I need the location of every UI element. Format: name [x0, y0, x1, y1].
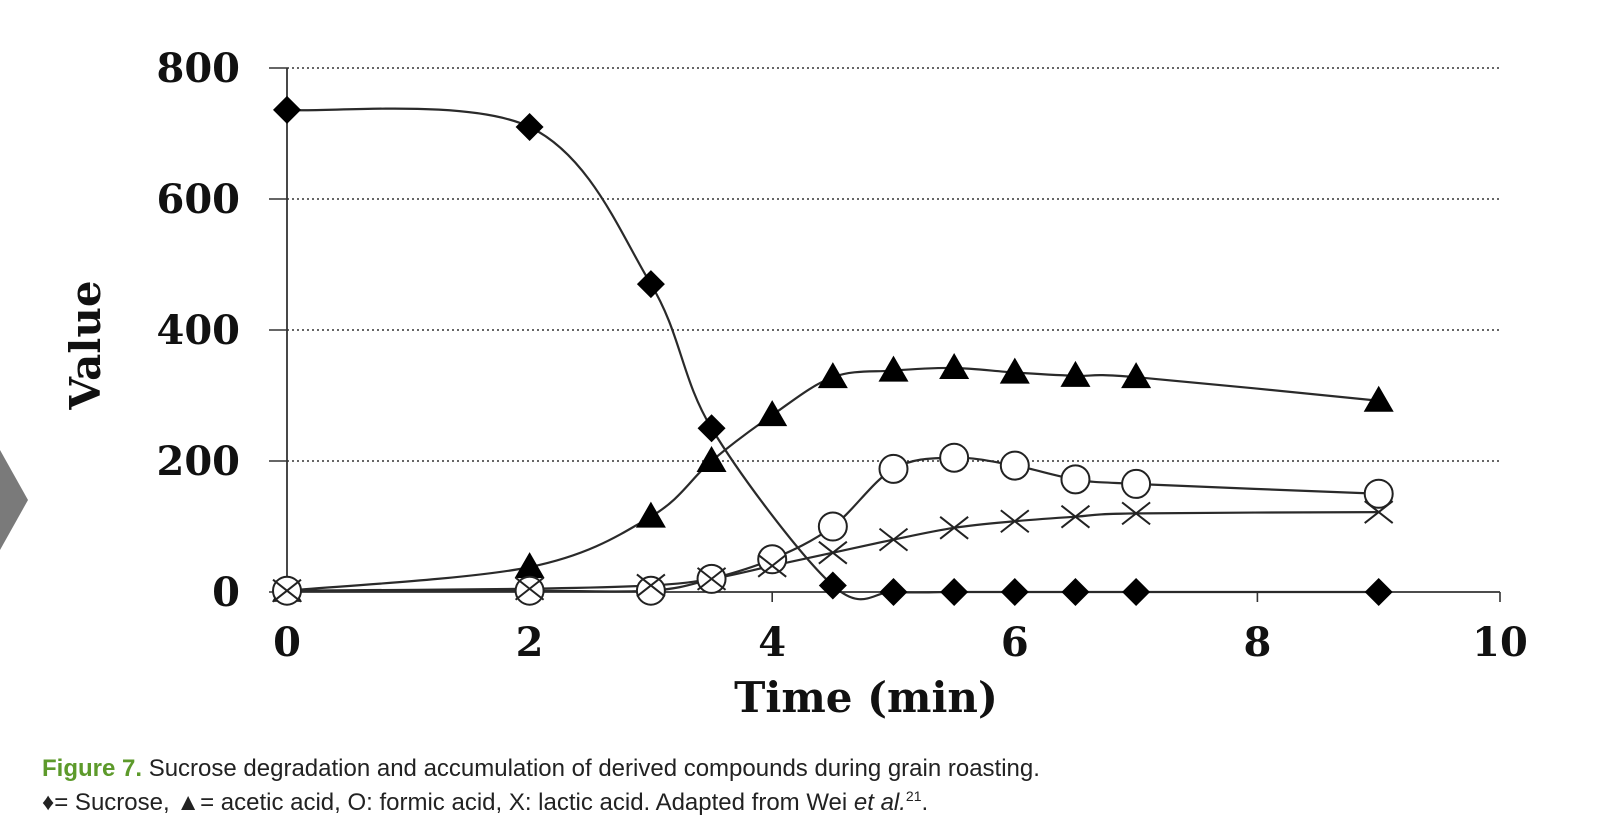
marker-formic — [757, 544, 788, 575]
marker-lactic — [636, 573, 666, 598]
series-line-acetic — [286, 366, 1379, 592]
marker-formic — [1363, 478, 1394, 509]
marker-lactic — [272, 578, 302, 603]
x-tick-label: 4 — [758, 619, 786, 666]
marker-formic — [1121, 468, 1152, 499]
marker-formic — [939, 442, 970, 473]
caption-end: . — [921, 789, 929, 816]
marker-sucrose — [1061, 578, 1090, 606]
marker-sucrose — [273, 95, 301, 124]
series-line-sucrose — [286, 107, 1379, 601]
figure-label: Figure 7. — [42, 755, 143, 782]
marker-lactic — [939, 516, 969, 540]
marker-sucrose — [1000, 578, 1029, 606]
marker-lactic — [696, 567, 727, 591]
marker-formic — [635, 575, 666, 606]
marker-acetic — [939, 352, 970, 379]
figure-caption: Figure 7. Sucrose degradation and accumu… — [42, 752, 1582, 820]
marker-formic — [878, 453, 909, 484]
caption-legend-text: ♦= Sucrose, ▲= acetic acid, O: formic ac… — [42, 789, 854, 816]
series-layer — [272, 95, 1394, 606]
x-tick-label: 8 — [1243, 619, 1271, 666]
marker-lactic — [1121, 501, 1151, 526]
marker-lactic — [514, 576, 545, 601]
marker-formic — [1060, 464, 1091, 495]
marker-acetic — [1121, 362, 1152, 389]
marker-acetic — [696, 446, 727, 472]
y-tick-label: 800 — [157, 45, 241, 92]
y-axis-label: Value — [61, 280, 110, 410]
marker-formic — [817, 511, 848, 542]
caption-reference: 21 — [905, 788, 922, 804]
marker-sucrose — [1364, 578, 1393, 606]
marker-sucrose — [1122, 578, 1151, 606]
y-tick-label: 200 — [157, 438, 241, 485]
line-chart: 0 200 400 600 800 0 2 4 6 8 10 Time (min) Value — [61, 45, 1528, 722]
marker-acetic — [514, 552, 545, 579]
caption-text: Sucrose degradation and accumulation of … — [142, 755, 1040, 782]
marker-acetic — [635, 501, 666, 528]
marker-lactic — [1060, 504, 1091, 529]
grid-lines — [287, 67, 1500, 462]
chart-svg: 0 200 400 600 800 0 2 4 6 8 10 Time (min) Value — [61, 45, 1528, 722]
y-tick-label: 400 — [157, 307, 241, 354]
marker-sucrose — [636, 270, 665, 299]
x-tick-label: 0 — [273, 619, 301, 666]
marker-lactic — [878, 527, 909, 552]
x-tick-label: 2 — [516, 619, 544, 666]
marker-acetic — [817, 362, 848, 389]
marker-sucrose — [515, 112, 544, 141]
marker-lactic — [757, 554, 787, 578]
marker-acetic — [757, 400, 788, 427]
caption-line-2: ♦= Sucrose, ▲= acetic acid, O: formic ac… — [42, 786, 1582, 820]
x-tick-label: 10 — [1472, 619, 1528, 666]
x-axis-label: Time (min) — [734, 673, 998, 722]
marker-sucrose — [697, 414, 726, 443]
marker-lactic — [1364, 500, 1394, 524]
marker-acetic — [1363, 385, 1394, 412]
marker-acetic — [1060, 360, 1091, 387]
marker-acetic — [999, 357, 1030, 384]
y-tick-label: 600 — [157, 176, 241, 223]
axes: 0 200 400 600 800 0 2 4 6 8 10 — [157, 45, 1528, 666]
previous-arrow-icon[interactable] — [0, 450, 28, 550]
series-line-formic — [287, 456, 1379, 593]
series-line-lactic — [286, 510, 1379, 592]
marker-sucrose — [879, 578, 908, 606]
marker-lactic — [818, 540, 848, 565]
caption-et-al: et al. — [853, 789, 906, 816]
marker-sucrose — [818, 571, 847, 600]
marker-lactic — [1000, 509, 1030, 534]
y-tick-label: 0 — [212, 569, 240, 616]
x-tick-label: 6 — [1001, 619, 1029, 666]
marker-acetic — [878, 355, 909, 382]
marker-formic — [999, 450, 1030, 481]
caption-line-1: Figure 7. Sucrose degradation and accumu… — [42, 752, 1582, 786]
marker-sucrose — [940, 578, 969, 606]
